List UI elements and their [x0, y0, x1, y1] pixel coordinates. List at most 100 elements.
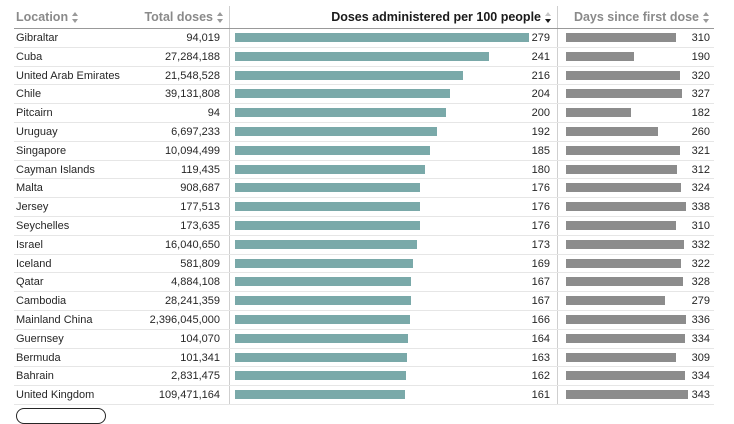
location-cell: Israel: [16, 238, 43, 251]
total-doses-cell: 2,396,045,000: [149, 313, 220, 326]
days-since-value: 334: [691, 332, 710, 345]
column-divider: [557, 310, 558, 329]
total-doses-cell: 173,635: [180, 219, 220, 232]
table-row: Israel 16,040,650 173 332: [14, 235, 714, 255]
table-row: Bermuda 101,341 163 309: [14, 348, 714, 368]
days-since-bar: [566, 183, 682, 193]
location-column-header[interactable]: Location: [16, 10, 79, 24]
column-divider: [229, 216, 230, 235]
doses-per-100-value: 185: [531, 144, 550, 157]
days-since-value: 312: [691, 163, 710, 176]
doses-per-100-bar: [235, 89, 450, 99]
location-cell: Bermuda: [16, 351, 61, 364]
column-divider: [557, 6, 558, 28]
column-divider: [229, 66, 230, 85]
column-divider: [557, 66, 558, 85]
total-doses-cell: 39,131,808: [164, 88, 220, 101]
days-since-bar: [566, 371, 685, 381]
column-divider: [229, 198, 230, 216]
column-divider: [557, 348, 558, 367]
location-cell: Qatar: [16, 276, 44, 289]
days-since-value: 309: [691, 351, 710, 364]
column-divider: [229, 386, 230, 404]
column-divider: [229, 179, 230, 198]
doses-per-100-bar: [235, 277, 411, 287]
column-divider: [229, 29, 230, 47]
doses-per-100-value: 166: [531, 313, 550, 326]
location-cell: Jersey: [16, 201, 49, 214]
total-doses-cell: 908,687: [180, 182, 220, 195]
doses-per-100-value: 279: [531, 32, 550, 44]
column-divider: [557, 160, 558, 179]
table-row: United Arab Emirates 21,548,528 216 320: [14, 66, 714, 86]
days-since-value: 332: [691, 238, 710, 251]
location-header-label: Location: [16, 10, 69, 24]
days-since-value: 190: [691, 50, 710, 63]
column-divider: [229, 104, 230, 122]
column-divider: [557, 254, 558, 273]
column-divider: [229, 273, 230, 292]
table-row: Guernsey 104,070 164 334: [14, 329, 714, 349]
days-since-value: 334: [691, 370, 710, 383]
column-divider: [557, 47, 558, 66]
days-since-bar: [566, 164, 677, 174]
total-doses-cell: 94,019: [186, 32, 220, 44]
doses-per-100-value: 164: [531, 332, 550, 345]
doses-per-100-value: 163: [531, 351, 550, 364]
doses-per-100-value: 173: [531, 238, 550, 251]
column-divider: [229, 292, 230, 310]
days-since-header-label: Days since first dose: [573, 10, 699, 24]
table-body: Gibraltar 94,019 279 310 Cuba 27,284,188 241 19…: [14, 29, 714, 405]
total-doses-cell: 21,548,528: [164, 69, 220, 82]
sort-desc-icon: [545, 12, 552, 24]
doses-per-100-column-header[interactable]: Doses administered per 100 people: [331, 10, 552, 24]
total-doses-cell: 94: [207, 107, 220, 120]
table-row: Pitcairn 94 200 182: [14, 104, 714, 123]
doses-per-100-bar: [235, 51, 489, 61]
location-cell: Pitcairn: [16, 107, 53, 120]
total-doses-cell: 101,341: [180, 351, 220, 364]
total-doses-cell: 27,284,188: [164, 50, 220, 63]
doses-per-100-bar: [235, 164, 425, 174]
table-row: Cambodia 28,241,359 167 279: [14, 292, 714, 311]
doses-per-100-value: 180: [531, 163, 550, 176]
days-since-value: 182: [691, 107, 710, 120]
location-cell: Uruguay: [16, 125, 58, 138]
location-cell: United Kingdom: [16, 389, 95, 402]
days-since-column-header[interactable]: Days since first dose: [574, 10, 710, 24]
doses-per-100-value: 200: [531, 107, 550, 120]
doses-per-100-value: 241: [531, 50, 550, 63]
column-divider: [557, 179, 558, 198]
doses-per-100-value: 167: [531, 276, 550, 289]
table-row: Bahrain 2,831,475 162 334: [14, 367, 714, 387]
column-divider: [229, 367, 230, 386]
show-more-button[interactable]: [16, 408, 106, 424]
total-doses-cell: 2,831,475: [171, 370, 220, 383]
doses-per-100-value: 176: [531, 219, 550, 232]
total-doses-header-label: Total doses: [144, 10, 213, 24]
total-doses-cell: 581,809: [180, 257, 220, 270]
table-row: Singapore 10,094,499 185 321: [14, 141, 714, 161]
location-cell: Gibraltar: [16, 32, 59, 44]
doses-per-100-bar: [235, 390, 405, 400]
days-since-value: 260: [691, 125, 710, 138]
table-row: Chile 39,131,808 204 327: [14, 85, 714, 105]
days-since-value: 321: [691, 144, 710, 157]
days-since-bar: [566, 277, 683, 287]
doses-per-100-value: 162: [531, 370, 550, 383]
doses-per-100-value: 176: [531, 182, 550, 195]
total-doses-column-header[interactable]: Total doses: [144, 10, 224, 24]
doses-per-100-bar: [235, 258, 414, 268]
column-divider: [229, 235, 230, 254]
sort-icon: [217, 12, 224, 24]
column-divider: [557, 198, 558, 216]
table-row: Qatar 4,884,108 167 328: [14, 273, 714, 293]
days-since-value: 310: [691, 219, 710, 232]
location-cell: Mainland China: [16, 313, 93, 326]
table-row: Gibraltar 94,019 279 310: [14, 29, 714, 48]
days-since-bar: [566, 202, 687, 212]
table-row: Malta 908,687 176 324: [14, 179, 714, 199]
column-divider: [229, 329, 230, 348]
table-header: Location Total doses Doses administered …: [14, 6, 714, 29]
column-divider: [557, 386, 558, 404]
